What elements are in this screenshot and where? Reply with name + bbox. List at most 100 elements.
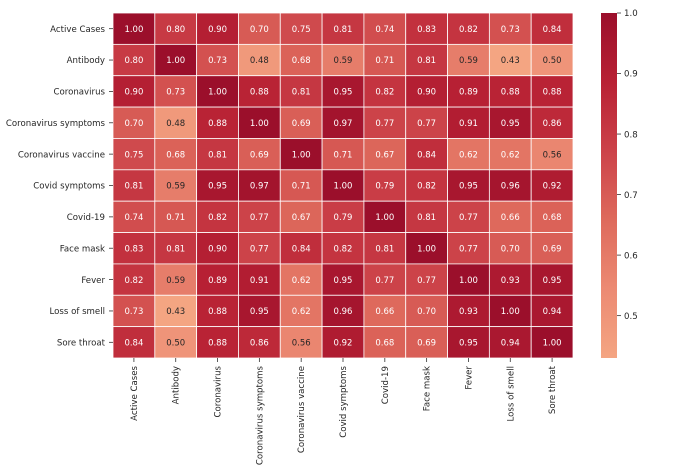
cell-value-label: 0.48 xyxy=(250,56,269,66)
cell-value-label: 0.68 xyxy=(375,339,394,349)
heatmap-cell-face-mask-covid-symptoms xyxy=(321,232,365,265)
heatmap-cell-covid-19-covid-19 xyxy=(363,200,407,233)
heatmap-cell-loss-of-smell-face-mask xyxy=(405,294,448,328)
row-label-covid-19: Covid-19 xyxy=(67,213,105,223)
cell-value-label: 0.79 xyxy=(375,182,394,192)
heatmap-cell-coronavirus-fever xyxy=(447,75,490,108)
heatmap-cell-active-cases-covid-symptoms xyxy=(321,12,365,45)
heatmap-cell-face-mask-coronavirus-symptoms xyxy=(238,232,281,265)
colorbar: 0.5 0.6 0.7 0.8 0.9 1.0 xyxy=(601,9,638,358)
cell-value-label: 0.75 xyxy=(124,150,143,160)
heatmap-cell-coronavirus-vaccine-active-cases xyxy=(112,138,156,171)
cell-value-label: 1.00 xyxy=(124,25,143,35)
cell-value-label: 0.84 xyxy=(124,339,143,349)
cell-value-label: 0.88 xyxy=(250,88,269,98)
cell-value-label: 0.82 xyxy=(459,25,478,35)
heatmap-cell-coronavirus-vaccine-fever xyxy=(447,138,490,171)
colorbar-gradient xyxy=(601,13,617,358)
heatmap-cell-sore-throat-loss-of-smell xyxy=(488,326,532,359)
cell-value-label: 0.69 xyxy=(417,339,436,349)
cell-value-label: 0.69 xyxy=(543,244,562,254)
heatmap-cell-antibody-face-mask xyxy=(405,43,448,77)
cell-value-label: 0.77 xyxy=(459,213,478,223)
cell-value-label: 0.73 xyxy=(208,56,227,66)
cell-value-label: 0.89 xyxy=(459,88,478,98)
cell-value-label: 0.50 xyxy=(543,56,562,66)
cell-value-label: 1.00 xyxy=(459,276,478,286)
cell-value-label: 0.80 xyxy=(124,56,143,66)
cell-value-label: 0.95 xyxy=(250,307,269,317)
cell-value-label: 0.90 xyxy=(124,88,143,98)
cell-value-label: 0.71 xyxy=(166,213,185,223)
column-label-loss-of-smell: Loss of smell xyxy=(506,366,516,422)
heatmap-cell-coronavirus-vaccine-coronavirus-symptoms xyxy=(238,138,281,171)
cell-value-label: 0.96 xyxy=(501,182,520,192)
cell-value-label: 0.95 xyxy=(501,119,520,129)
heatmap-cell-coronavirus-vaccine-covid-symptoms xyxy=(321,138,365,171)
column-label-sore-throat: Sore throat xyxy=(548,365,558,414)
cell-value-label: 0.83 xyxy=(124,244,143,254)
heatmap-cell-antibody-loss-of-smell xyxy=(488,43,532,77)
heatmap-cell-coronavirus-coronavirus-vaccine xyxy=(279,75,323,108)
cell-value-label: 0.95 xyxy=(459,339,478,349)
cell-value-label: 0.59 xyxy=(166,276,185,286)
cell-value-label: 1.00 xyxy=(543,339,562,349)
cell-value-label: 0.62 xyxy=(292,276,311,286)
column-label-fever: Fever xyxy=(464,366,474,390)
heatmap-cell-sore-throat-antibody xyxy=(154,326,198,359)
cell-value-label: 0.81 xyxy=(417,213,436,223)
heatmap-cell-coronavirus-symptoms-fever xyxy=(447,106,490,139)
cell-value-label: 0.71 xyxy=(292,182,311,192)
heatmap-cell-fever-active-cases xyxy=(112,263,156,296)
cell-value-label: 0.62 xyxy=(292,307,311,317)
heatmap-cell-coronavirus-vaccine-loss-of-smell xyxy=(488,138,532,171)
cell-value-label: 0.74 xyxy=(375,25,394,35)
heatmap-cell-covid-symptoms-active-cases xyxy=(112,169,156,202)
heatmap-cell-coronavirus-active-cases xyxy=(112,75,156,108)
heatmap-cell-loss-of-smell-sore-throat xyxy=(530,294,574,328)
cell-value-label: 1.00 xyxy=(334,182,353,192)
heatmap-cell-coronavirus-symptoms-loss-of-smell xyxy=(488,106,532,139)
cell-value-label: 0.77 xyxy=(417,276,436,286)
cell-value-label: 0.70 xyxy=(250,25,269,35)
cell-value-label: 0.59 xyxy=(459,56,478,66)
column-label-coronavirus-symptoms: Coronavirus symptoms xyxy=(255,365,265,465)
cell-value-label: 1.00 xyxy=(501,307,520,317)
row-label-coronavirus-symptoms: Coronavirus symptoms xyxy=(6,119,106,129)
cell-value-label: 0.59 xyxy=(334,56,353,66)
cell-value-label: 0.56 xyxy=(543,150,562,160)
heatmap-cell-covid-symptoms-sore-throat xyxy=(530,169,574,202)
cell-value-label: 0.68 xyxy=(543,213,562,223)
heatmap-cell-antibody-covid-symptoms xyxy=(321,43,365,77)
heatmap-cell-loss-of-smell-coronavirus-symptoms xyxy=(238,294,281,328)
colorbar-tick-label: 0.5 xyxy=(624,312,638,322)
heatmap-cell-loss-of-smell-covid-symptoms xyxy=(321,294,365,328)
cell-value-label: 1.00 xyxy=(208,88,227,98)
row-label-coronavirus: Coronavirus xyxy=(53,88,105,98)
cell-value-label: 0.88 xyxy=(208,307,227,317)
cell-value-label: 0.91 xyxy=(459,119,478,129)
heatmap-cell-active-cases-active-cases xyxy=(112,12,156,45)
heatmap-cell-antibody-covid-19 xyxy=(363,43,407,77)
heatmap-cell-coronavirus-vaccine-coronavirus xyxy=(196,138,239,171)
cell-value-label: 0.84 xyxy=(292,244,311,254)
cell-value-label: 0.88 xyxy=(501,88,520,98)
cell-value-label: 0.93 xyxy=(459,307,478,317)
cell-value-label: 0.77 xyxy=(250,213,269,223)
column-label-active-cases: Active Cases xyxy=(130,365,140,420)
cell-value-label: 0.66 xyxy=(501,213,520,223)
cell-value-label: 0.92 xyxy=(543,182,562,192)
heatmap-cell-coronavirus-symptoms-covid-19 xyxy=(363,106,407,139)
heatmap-cell-antibody-coronavirus xyxy=(196,43,239,77)
cell-value-label: 0.97 xyxy=(250,182,269,192)
colorbar-tick-label: 0.9 xyxy=(624,70,638,80)
column-label-face-mask: Face mask xyxy=(423,366,433,411)
cell-value-label: 0.82 xyxy=(334,244,353,254)
heatmap-cell-covid-symptoms-covid-symptoms xyxy=(321,169,365,202)
cell-value-label: 1.00 xyxy=(250,119,269,129)
heatmap-cell-fever-coronavirus xyxy=(196,263,239,296)
heatmap-cell-antibody-coronavirus-vaccine xyxy=(279,43,323,77)
cell-value-label: 0.69 xyxy=(292,119,311,129)
